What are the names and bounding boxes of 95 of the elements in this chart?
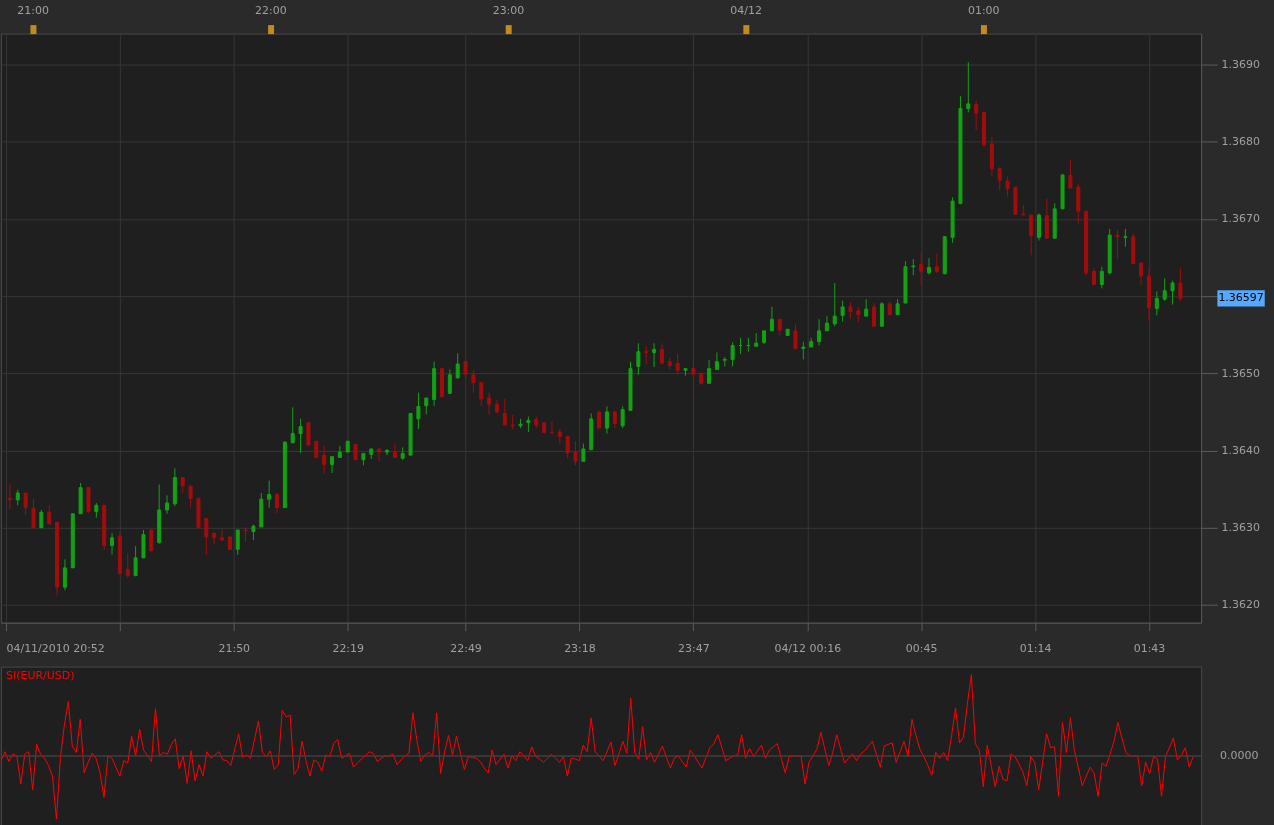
candlestick [974, 100, 979, 131]
candlestick [966, 61, 971, 113]
ref-line-label: 0.0000 [1220, 748, 1259, 762]
candlestick [652, 342, 657, 368]
candlestick [573, 440, 578, 466]
candlestick [919, 252, 924, 286]
candlestick [1068, 159, 1073, 189]
candlestick [604, 406, 609, 435]
candlestick [659, 342, 664, 364]
candlestick [471, 369, 476, 394]
candlestick [384, 448, 389, 456]
candlestick [141, 529, 146, 559]
candlestick [675, 353, 680, 376]
candlestick [220, 528, 225, 541]
x2-tick-label: 04/12 [730, 4, 762, 18]
candlestick [306, 422, 311, 446]
candlestick [322, 445, 327, 475]
candlestick [1115, 229, 1120, 260]
candlestick [1005, 175, 1010, 197]
candlestick [133, 545, 138, 577]
candlestick [502, 398, 507, 426]
candlestick [1178, 267, 1183, 302]
candlestick [204, 517, 209, 556]
candlestick [377, 448, 382, 462]
y-tick-label: 1.3690 [1221, 57, 1260, 71]
candlestick [927, 257, 932, 275]
candlestick [275, 492, 280, 514]
candlestick [298, 418, 303, 454]
candlestick [636, 342, 641, 376]
candlestick [455, 352, 460, 379]
candlestick [62, 558, 67, 591]
y-tick-label: 1.3650 [1221, 366, 1260, 380]
candlestick [997, 166, 1002, 191]
x2-tick-label: 21:00 [17, 4, 49, 18]
x-tick-label: 22:49 [450, 642, 482, 656]
candlestick [447, 368, 452, 394]
candlestick [487, 392, 492, 416]
text: 1.36597 [1218, 291, 1264, 305]
y-tick-label: 1.3680 [1221, 135, 1260, 149]
candlestick [1029, 214, 1034, 256]
candlestick [1076, 183, 1081, 225]
candlestick [110, 532, 115, 556]
x-tick-label: 04/11/2010 20:52 [6, 642, 105, 656]
candlestick [620, 406, 625, 429]
candlestick [290, 406, 295, 444]
candlestick [23, 492, 28, 516]
candlestick [188, 485, 193, 509]
candlestick [1170, 280, 1175, 306]
candlestick [840, 300, 845, 323]
candlestick [832, 282, 837, 327]
candlestick [86, 487, 91, 514]
y-tick-label: 1.3670 [1221, 212, 1260, 226]
candlestick [793, 324, 798, 350]
candlestick [31, 497, 36, 529]
x-tick-label: 01:43 [1133, 642, 1166, 656]
candlestick [1099, 266, 1104, 289]
candlestick [149, 529, 154, 552]
candlestick [479, 382, 484, 407]
candlestick [416, 392, 421, 430]
candlestick [267, 480, 272, 509]
candlestick [872, 302, 877, 327]
candlestick [125, 552, 130, 579]
candlestick [165, 494, 170, 515]
candlestick [235, 529, 240, 556]
candlestick [330, 456, 334, 474]
x2-tick-label: 22:00 [255, 4, 287, 18]
candlestick [707, 359, 712, 384]
y-tick-label: 1.3630 [1221, 521, 1260, 535]
x-tick-label: 22:19 [332, 642, 365, 656]
y-tick-label: 1.3620 [1221, 598, 1260, 612]
candlestick [879, 301, 884, 327]
x-tick-label: 01:14 [1019, 642, 1052, 656]
x-tick-label: 23:18 [564, 642, 596, 656]
y-tick-label: 1.3640 [1221, 444, 1260, 457]
candlestick [7, 483, 12, 510]
candlestick [934, 253, 939, 274]
x-tick-label: 04/12 00:16 [774, 642, 842, 656]
x2-tick-label: 01:00 [967, 4, 1000, 18]
candlestick [714, 351, 719, 370]
candlestick [730, 341, 735, 367]
candlestick [769, 306, 774, 332]
candlestick [565, 436, 570, 459]
candlestick [817, 318, 822, 347]
candlestick [1037, 212, 1042, 242]
candlestick [47, 504, 52, 525]
candlestick [1139, 262, 1144, 286]
x-tick-label: 00:45 [905, 642, 938, 656]
candlestick [1021, 204, 1026, 216]
x2-tick-label: 23:00 [492, 4, 525, 18]
candlestick [1162, 277, 1167, 302]
series-label: SI(EUR/USD) [5, 668, 75, 682]
candlestick [1154, 290, 1159, 316]
x-tick-label: 21:50 [218, 642, 251, 656]
x-tick-label: 23:47 [678, 642, 710, 656]
candlestick [1044, 198, 1049, 239]
